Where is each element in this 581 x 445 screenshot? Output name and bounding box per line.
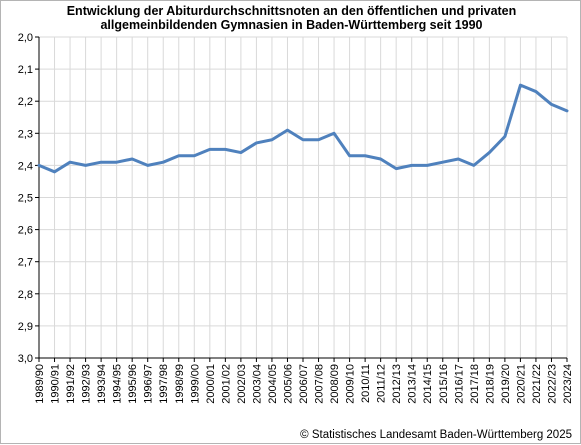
y-tick-label: 2,1 — [18, 64, 33, 76]
x-tick-label: 2021/22 — [531, 364, 543, 404]
x-tick-label: 2009/10 — [345, 364, 357, 404]
x-tick-label: 1999/00 — [189, 364, 201, 404]
x-tick-label: 2006/07 — [298, 364, 310, 404]
y-tick-label: 3,0 — [18, 353, 33, 365]
x-tick-label: 2022/23 — [546, 364, 558, 404]
x-tick-label: 1997/98 — [158, 364, 170, 404]
x-tick-label: 2019/20 — [500, 364, 512, 404]
x-tick-label: 2003/04 — [251, 364, 263, 404]
x-tick-label: 1992/93 — [81, 364, 93, 404]
y-tick-label: 2,8 — [18, 289, 33, 301]
y-axis-ticks: 2,0 2,1 2,2 2,3 2,4 2,5 2,6 2,7 2,8 2,9 3,0 — [18, 32, 39, 365]
x-tick-label: 2013/14 — [407, 364, 419, 404]
x-tick-label: 2018/19 — [484, 364, 496, 404]
x-tick-label: 2020/21 — [515, 364, 527, 404]
x-tick-label: 2002/03 — [236, 364, 248, 404]
x-tick-label: 2015/16 — [438, 364, 450, 404]
x-tick-label: 1990/91 — [50, 364, 62, 404]
x-tick-label: 2000/01 — [205, 364, 217, 404]
x-tick-label: 2016/17 — [453, 364, 465, 404]
x-tick-label: 2014/15 — [422, 364, 434, 404]
y-tick-label: 2,9 — [18, 321, 33, 333]
x-tick-label: 1991/92 — [65, 364, 77, 404]
y-tick-label: 2,5 — [18, 193, 33, 205]
y-tick-label: 2,4 — [18, 160, 33, 172]
x-tick-label: 2012/13 — [391, 364, 403, 404]
y-tick-label: 2,6 — [18, 225, 33, 237]
x-tick-label: 1993/94 — [96, 364, 108, 404]
x-tick-label: 1998/99 — [174, 364, 186, 404]
x-tick-label: 1994/95 — [112, 364, 124, 404]
y-tick-label: 2,7 — [18, 257, 33, 269]
x-tick-label: 2023/24 — [562, 364, 574, 404]
x-tick-label: 1996/97 — [143, 364, 155, 404]
x-tick-label: 2001/02 — [220, 364, 232, 404]
x-tick-label: 1989/90 — [34, 364, 46, 404]
x-tick-label: 2011/12 — [376, 364, 388, 403]
x-tick-label: 1995/96 — [127, 364, 139, 404]
y-tick-label: 2,2 — [18, 96, 33, 108]
x-tick-label: 2004/05 — [267, 364, 279, 404]
x-tick-label: 2005/06 — [282, 364, 294, 404]
x-tick-label: 2010/11 — [360, 364, 372, 403]
grid-lines — [39, 37, 567, 358]
y-tick-label: 2,0 — [18, 32, 33, 44]
x-tick-label: 2007/08 — [314, 364, 326, 404]
x-tick-label: 2017/18 — [469, 364, 481, 404]
y-tick-label: 2,3 — [18, 128, 33, 140]
source-credit: © Statistisches Landesamt Baden-Württemb… — [300, 429, 572, 441]
x-tick-label: 2008/09 — [329, 364, 341, 404]
